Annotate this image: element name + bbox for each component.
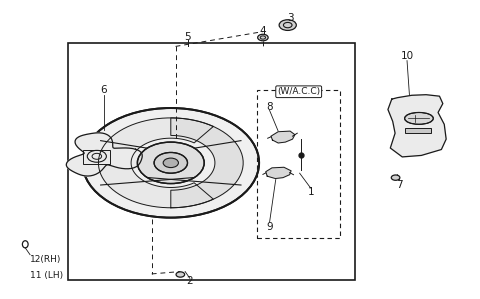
Text: 8: 8 (266, 102, 273, 112)
Text: 6: 6 (101, 85, 108, 95)
Text: 10: 10 (400, 51, 414, 61)
Circle shape (279, 20, 296, 30)
Ellipse shape (405, 112, 433, 124)
Polygon shape (388, 95, 446, 157)
Bar (84, 150, 110, 164)
Text: 3: 3 (287, 13, 293, 23)
Circle shape (176, 272, 185, 277)
Polygon shape (271, 131, 295, 143)
Circle shape (154, 152, 188, 173)
Polygon shape (98, 118, 213, 208)
Text: 12(RH): 12(RH) (30, 255, 61, 264)
Text: (W/A.C.C): (W/A.C.C) (277, 87, 320, 96)
Polygon shape (66, 133, 142, 176)
Bar (257, 90, 340, 238)
Text: 7: 7 (396, 180, 403, 190)
Text: 2: 2 (187, 276, 193, 286)
Circle shape (258, 34, 268, 41)
Text: 1: 1 (307, 187, 314, 197)
Bar (405, 129, 431, 133)
Text: 5: 5 (184, 32, 191, 42)
Text: 4: 4 (260, 26, 266, 36)
Circle shape (137, 142, 204, 184)
Polygon shape (171, 118, 243, 208)
Circle shape (163, 158, 179, 167)
Circle shape (391, 175, 400, 180)
Bar (68, 43, 355, 280)
Text: 9: 9 (266, 222, 273, 231)
Polygon shape (266, 167, 291, 179)
Circle shape (83, 108, 259, 218)
Text: 11 (LH): 11 (LH) (30, 271, 63, 280)
